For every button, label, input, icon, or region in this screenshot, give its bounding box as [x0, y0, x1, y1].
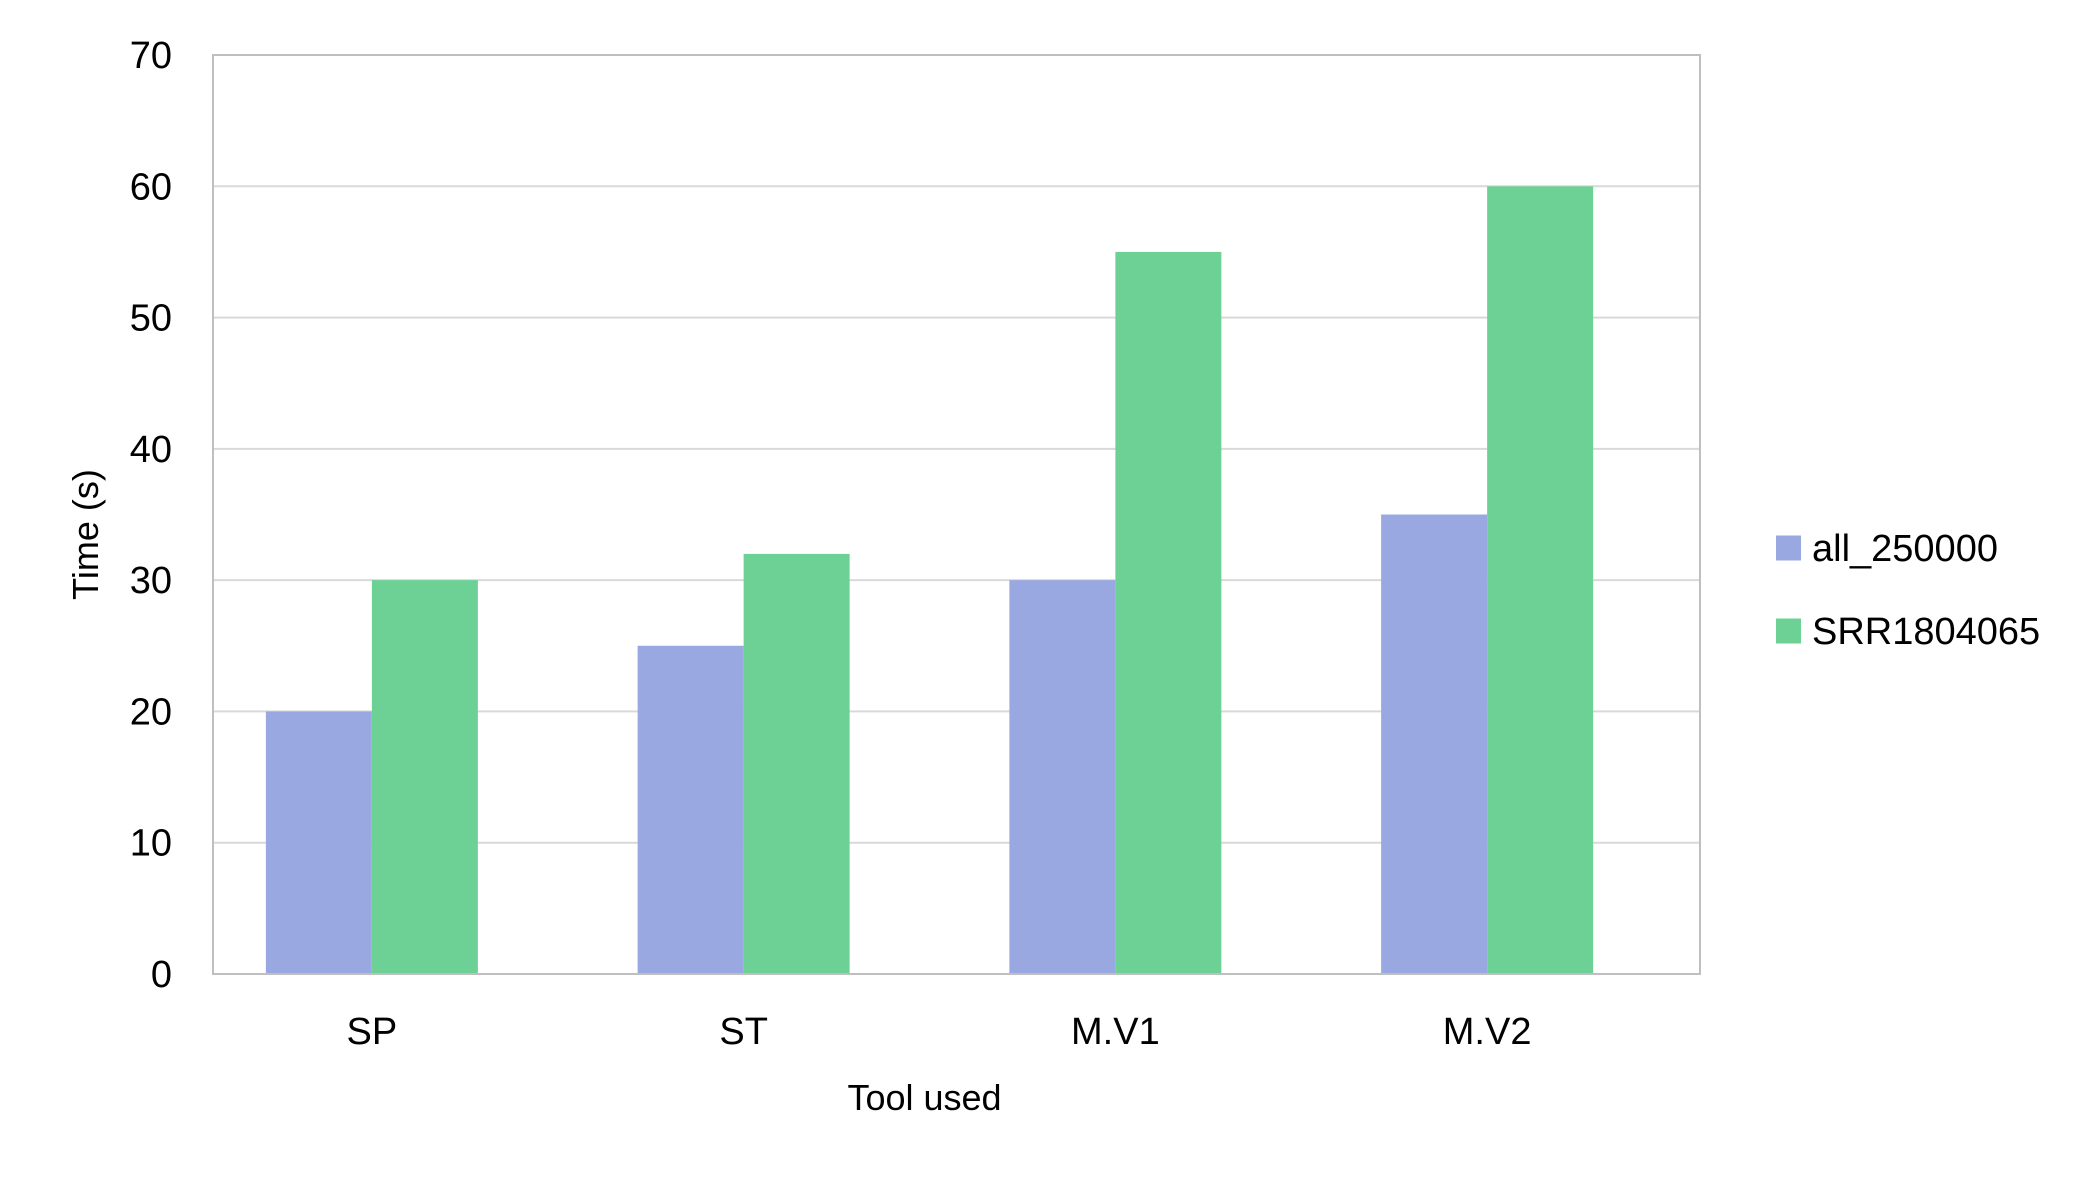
y-tick-label: 40	[130, 429, 172, 471]
bars	[265, 186, 1594, 975]
x-tick-label: M.V1	[1071, 1011, 1160, 1053]
y-tick-label: 20	[130, 691, 172, 733]
legend-label: SRR1804065	[1812, 611, 2040, 653]
bar-SRR1804065-ST	[743, 553, 850, 974]
legend: all_250000 SRR1804065	[1776, 528, 2040, 653]
x-axis-title: Tool used	[847, 1077, 1001, 1118]
x-tick-label: M.V2	[1443, 1011, 1532, 1053]
x-tick-label: ST	[719, 1011, 768, 1053]
bar-SRR1804065-M.V2	[1487, 186, 1594, 975]
x-axis-tick-labels: SP ST M.V1 M.V2	[347, 1011, 1532, 1053]
y-tick-label: 50	[130, 298, 172, 340]
bar-all_250000-SP	[265, 711, 372, 974]
y-tick-label: 70	[130, 35, 172, 77]
legend-swatch	[1776, 535, 1801, 561]
y-tick-label: 0	[151, 954, 172, 996]
y-axis-title: Time (s)	[65, 469, 106, 600]
y-tick-label: 30	[130, 560, 172, 602]
bar-all_250000-ST	[637, 645, 744, 974]
y-tick-label: 60	[130, 166, 172, 208]
bar-all_250000-M.V1	[1009, 580, 1116, 974]
y-tick-label: 10	[130, 823, 172, 865]
bar-all_250000-M.V2	[1381, 514, 1488, 974]
bar-SRR1804065-SP	[371, 580, 478, 974]
legend-label: all_250000	[1812, 528, 1998, 570]
x-tick-label: SP	[347, 1011, 398, 1053]
plot-area-frame	[212, 54, 1701, 975]
bar-SRR1804065-M.V1	[1115, 251, 1222, 974]
y-axis-tick-labels: 0 10 20 30 40 50 60 70	[130, 35, 172, 996]
legend-swatch	[1776, 618, 1801, 644]
